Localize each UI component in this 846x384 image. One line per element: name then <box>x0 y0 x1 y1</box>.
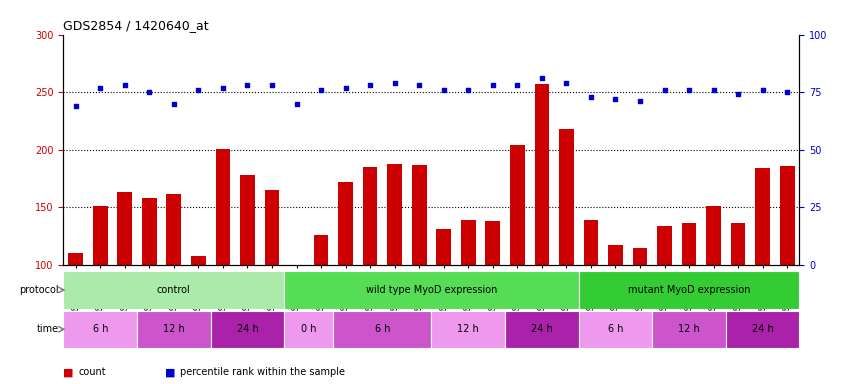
Bar <box>387 164 402 380</box>
Text: 0 h: 0 h <box>301 324 316 334</box>
Point <box>706 87 720 93</box>
Text: 6 h: 6 h <box>607 324 624 334</box>
Bar <box>731 223 745 380</box>
Text: protocol: protocol <box>19 285 59 295</box>
Bar <box>437 229 451 380</box>
Bar <box>167 194 181 380</box>
Point <box>314 87 327 93</box>
Bar <box>191 256 206 380</box>
Point <box>633 98 646 104</box>
Point <box>437 87 450 93</box>
Bar <box>755 168 770 380</box>
Bar <box>338 182 353 380</box>
Bar <box>240 175 255 380</box>
Bar <box>265 190 279 380</box>
Text: mutant MyoD expression: mutant MyoD expression <box>628 285 750 295</box>
Point <box>682 87 695 93</box>
Point <box>559 80 573 86</box>
Bar <box>284 311 333 348</box>
Bar <box>363 167 377 380</box>
Bar <box>118 192 132 380</box>
Point <box>731 91 744 98</box>
Bar <box>608 245 623 380</box>
Point <box>608 96 622 102</box>
Point <box>755 87 769 93</box>
Text: 12 h: 12 h <box>163 324 184 334</box>
Bar <box>584 220 598 380</box>
Point <box>535 75 548 81</box>
Point <box>363 82 376 88</box>
Bar <box>93 206 107 380</box>
Point <box>240 82 254 88</box>
Text: ■: ■ <box>165 367 175 377</box>
Bar <box>216 149 230 380</box>
Point <box>584 94 597 100</box>
Bar <box>510 145 525 380</box>
Point <box>412 82 426 88</box>
Point <box>289 101 303 107</box>
Point <box>69 103 82 109</box>
Bar <box>63 271 284 309</box>
Bar <box>289 265 304 380</box>
Text: 12 h: 12 h <box>458 324 479 334</box>
Point <box>486 82 499 88</box>
Bar <box>211 311 284 348</box>
Bar <box>63 311 137 348</box>
Bar <box>333 311 431 348</box>
Bar <box>142 198 157 380</box>
Point <box>118 82 131 88</box>
Bar <box>69 253 83 380</box>
Bar <box>652 311 726 348</box>
Bar <box>505 311 579 348</box>
Bar <box>559 129 574 380</box>
Bar <box>412 165 426 380</box>
Text: 6 h: 6 h <box>375 324 390 334</box>
Point <box>461 87 475 93</box>
Point <box>657 87 671 93</box>
Point <box>510 82 524 88</box>
Bar <box>706 206 721 380</box>
Point <box>167 101 180 107</box>
Text: 6 h: 6 h <box>92 324 108 334</box>
Bar <box>657 226 672 380</box>
Bar <box>137 311 211 348</box>
Text: 24 h: 24 h <box>237 324 258 334</box>
Point <box>191 87 205 93</box>
Point <box>265 82 278 88</box>
Bar <box>579 271 799 309</box>
Bar <box>314 235 328 380</box>
Text: wild type MyoD expression: wild type MyoD expression <box>365 285 497 295</box>
Text: ■: ■ <box>63 367 74 377</box>
Text: percentile rank within the sample: percentile rank within the sample <box>180 367 345 377</box>
Point <box>142 89 156 95</box>
Bar <box>633 248 647 380</box>
Text: 24 h: 24 h <box>752 324 773 334</box>
Text: 24 h: 24 h <box>531 324 552 334</box>
Text: time: time <box>37 324 59 334</box>
Point <box>338 84 352 91</box>
Text: 12 h: 12 h <box>678 324 700 334</box>
Bar <box>431 311 505 348</box>
Bar <box>579 311 652 348</box>
Text: count: count <box>79 367 107 377</box>
Point <box>387 80 401 86</box>
Point <box>93 84 107 91</box>
Point <box>216 84 229 91</box>
Bar <box>535 84 549 380</box>
Bar <box>461 220 475 380</box>
Point <box>780 89 794 95</box>
Bar <box>284 271 579 309</box>
Text: GDS2854 / 1420640_at: GDS2854 / 1420640_at <box>63 19 209 32</box>
Text: control: control <box>157 285 190 295</box>
Bar <box>486 221 500 380</box>
Bar <box>726 311 799 348</box>
Bar <box>780 166 794 380</box>
Bar <box>682 223 696 380</box>
